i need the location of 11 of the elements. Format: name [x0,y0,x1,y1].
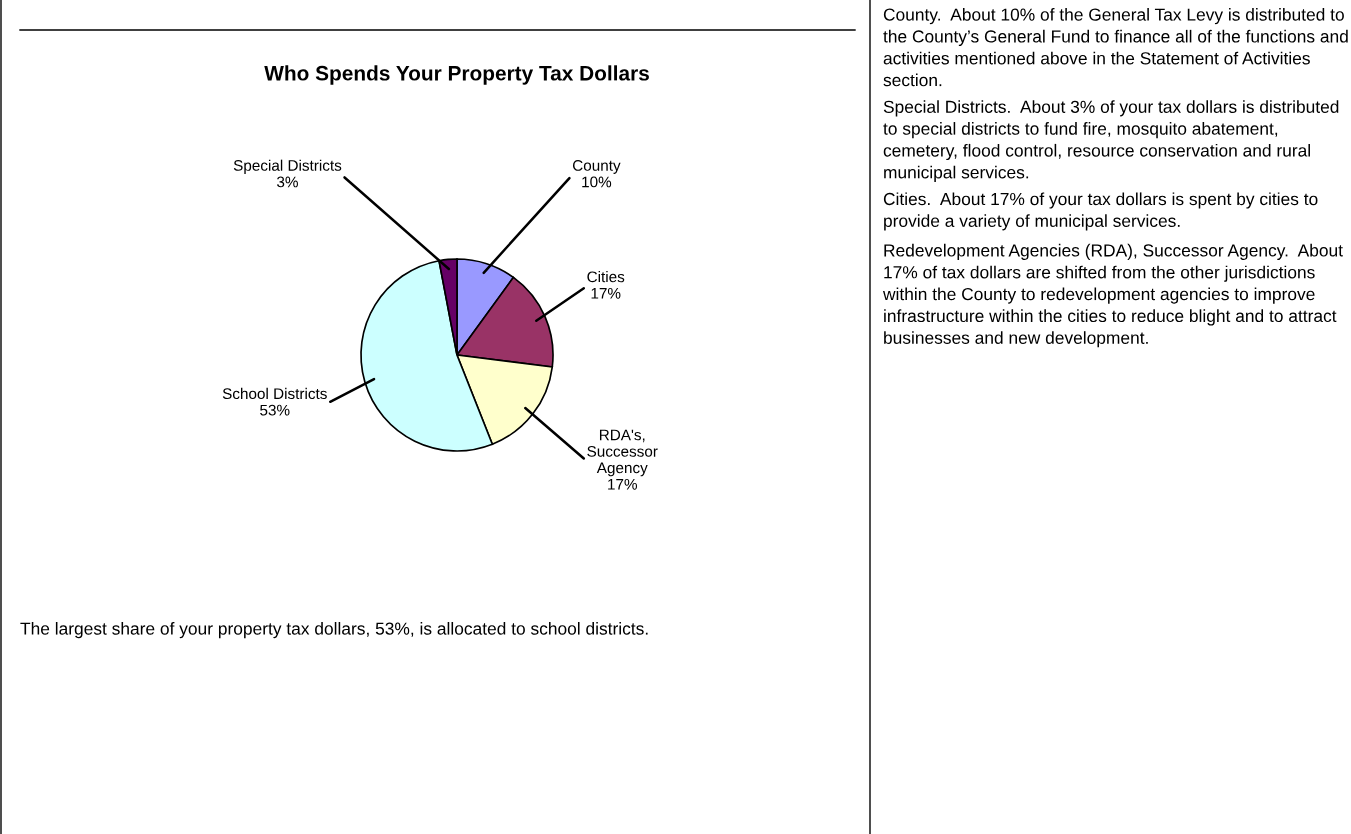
text: County. About 10% of the General Tax Levy is distributed to the County’s General Fund to finance all of the functions and activities mentioned above in the Statement of Activities section. [883,8,1348,87]
text: Special Districts. About 3% of your tax dollars is distributed to special districts to fund fire, mosquito abatement, cemetery, flood control, resource conservation and rural municipal services. [883,100,1339,182]
slice-label: Special Districts 3% [233,159,342,188]
slice-label: Cities 17% [587,271,625,299]
text: Cities. About 17% of your tax dollars is spent by cities to provide a variety of municipal services. [883,192,1318,231]
text: Redevelopment Agencies (RDA), Successor Agency. About 17% of tax dollars are shifted from the other jurisdictions within the County to redevelopment agencies to improve infrastructure within the cities to reduce blight and to attract businesses and new development. [882,243,1343,348]
chart-title: Who Spends Your Property Tax Dollars [264,65,649,85]
text: The largest share of your property tax dollars, 53%, is allocated to school districts. [20,622,648,639]
slice-label: School Districts 53% [222,387,327,416]
slice-label: County 10% [572,160,621,188]
slice-label: RDA's, Successor Agency 17% [587,429,658,490]
